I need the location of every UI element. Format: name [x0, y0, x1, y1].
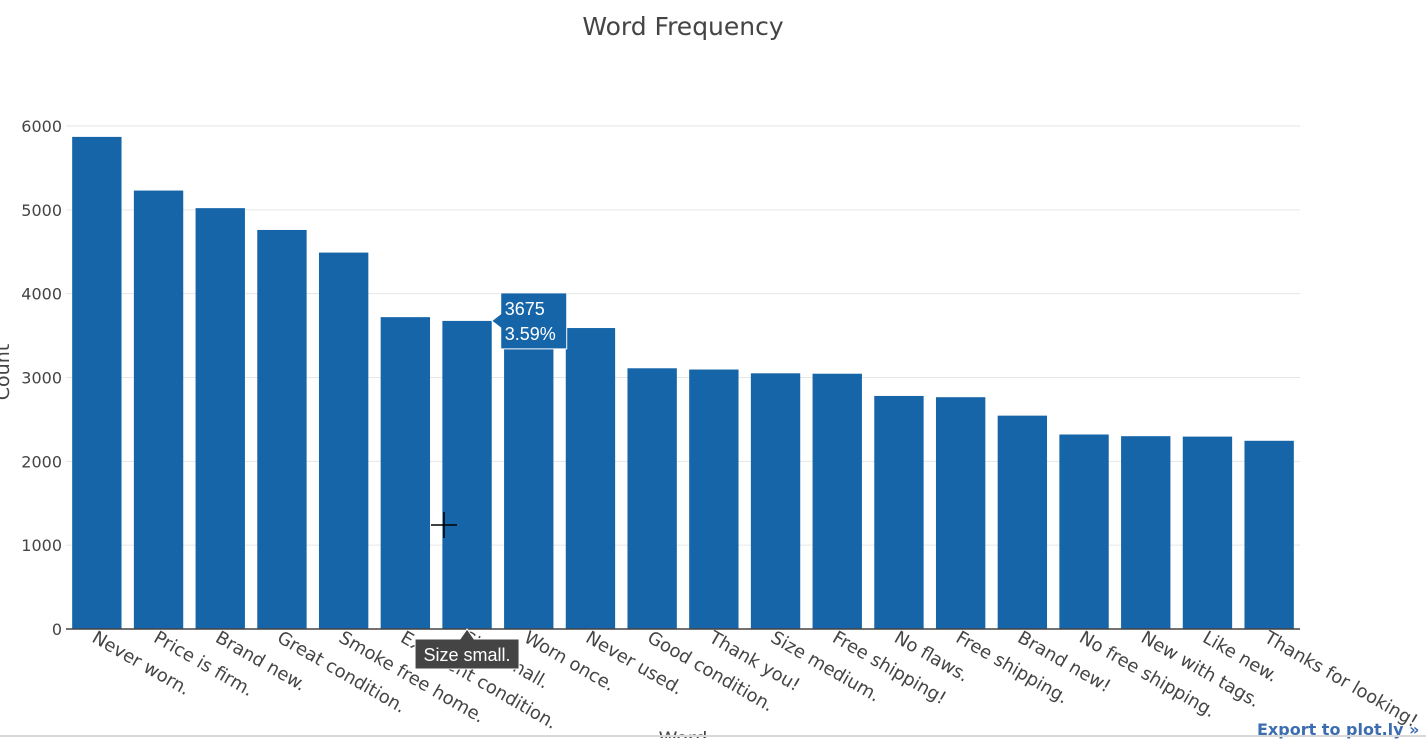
y-tick-label: 3000: [21, 369, 62, 388]
bar[interactable]: [689, 369, 739, 629]
hover-value-box: [490, 292, 568, 350]
bar[interactable]: [442, 320, 492, 629]
bar[interactable]: [874, 395, 924, 629]
hover-value: 3675: [505, 299, 545, 319]
y-tick-label: 5000: [21, 201, 62, 220]
bars[interactable]: [72, 136, 1294, 630]
x-axis-ticks: Never worn.Price is firm.Brand new.Great…: [88, 627, 1421, 734]
bar[interactable]: [1121, 436, 1171, 629]
hover-category-box: [414, 628, 520, 670]
y-tick-label: 0: [52, 620, 62, 639]
bar[interactable]: [935, 397, 986, 629]
x-tick-label: Thanks for looking!: [1260, 627, 1421, 732]
gridlines: [66, 125, 1300, 546]
bar[interactable]: [380, 317, 431, 629]
bar[interactable]: [257, 229, 307, 629]
bar[interactable]: [1182, 436, 1233, 629]
bar[interactable]: [195, 208, 245, 629]
bar[interactable]: [997, 415, 1048, 629]
x-axis-title: Word: [659, 728, 708, 738]
bar[interactable]: [565, 328, 616, 629]
hover-percent: 3.59%: [505, 324, 556, 344]
chart-title: Word Frequency: [582, 12, 784, 41]
hover-category-label: Size small.: [424, 645, 511, 665]
y-tick-label: 1000: [21, 536, 62, 555]
y-tick-label: 6000: [21, 117, 62, 136]
bar[interactable]: [318, 252, 369, 630]
bar[interactable]: [812, 373, 862, 629]
bar[interactable]: [750, 373, 801, 629]
y-axis-ticks: 0 1000 2000 3000 4000 5000 6000: [21, 117, 62, 639]
y-tick-label: 4000: [21, 285, 62, 304]
y-axis-title: Count: [0, 344, 14, 400]
y-tick-label: 2000: [21, 452, 62, 471]
crosshair-cursor-icon: [431, 512, 457, 538]
bottom-divider: [0, 735, 1426, 737]
bar[interactable]: [504, 323, 554, 629]
bar[interactable]: [133, 190, 184, 629]
bar[interactable]: [627, 368, 677, 629]
bar[interactable]: [72, 136, 122, 630]
bar[interactable]: [1059, 434, 1109, 629]
hover-tooltip: 3675 3.59% Size small.: [414, 292, 568, 670]
export-to-plotly-link[interactable]: Export to plot.ly »: [1257, 720, 1420, 739]
bar[interactable]: [1244, 440, 1294, 629]
